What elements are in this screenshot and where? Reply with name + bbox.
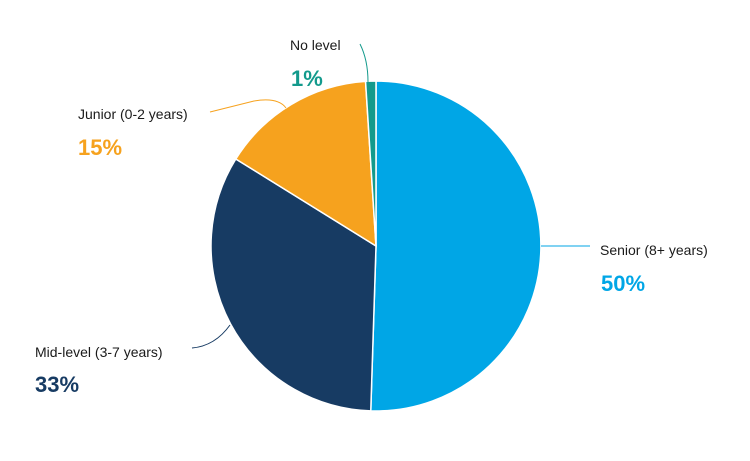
slice-label-mid-level: Mid-level (3-7 years) (35, 344, 163, 360)
pie-slice-senior (369, 80, 542, 412)
leader-lines (191, 43, 590, 349)
slice-label-no-level: No level (290, 37, 341, 53)
pie-slice-no-level (364, 80, 377, 247)
slice-value-junior: 15% (78, 135, 122, 160)
slice-label-senior: Senior (8+ years) (600, 242, 708, 258)
leader-line-mid-level (191, 324, 231, 349)
pie-slice-junior (234, 80, 377, 248)
pie-slices (210, 80, 542, 412)
slice-value-senior: 50% (601, 271, 645, 296)
leader-line-junior (209, 99, 287, 113)
slice-value-no-level: 1% (291, 66, 323, 91)
slice-label-junior: Junior (0-2 years) (78, 106, 188, 122)
slice-value-mid-level: 33% (35, 372, 79, 397)
leader-line-no-level (359, 43, 369, 83)
pie-slice-mid-level (210, 157, 377, 412)
